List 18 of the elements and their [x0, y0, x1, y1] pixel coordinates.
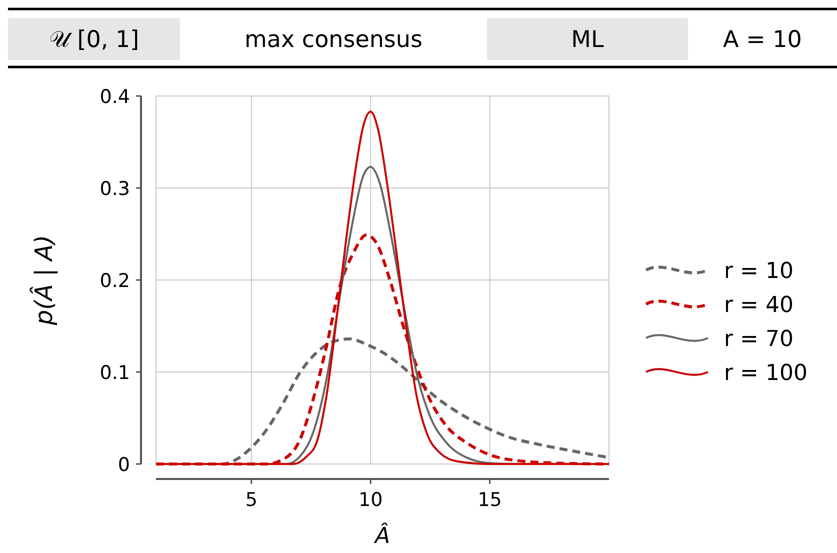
- text: A = 10: [723, 27, 802, 53]
- y-tick-label: 0.4: [100, 86, 130, 108]
- y-tick-label: 0.3: [100, 178, 130, 200]
- legend-label: r = 10: [724, 259, 794, 284]
- y-tick-label: 0.2: [100, 270, 130, 292]
- text: max consensus: [244, 27, 422, 53]
- text: 𝒰 [0, 1]: [48, 27, 140, 53]
- legend-label: r = 70: [724, 327, 794, 352]
- text: ML: [571, 27, 604, 53]
- x-tick-label: 5: [245, 489, 258, 511]
- legend-label: r = 100: [724, 361, 808, 386]
- x-axis-title: Â: [372, 522, 390, 549]
- x-tick-label: 10: [358, 489, 383, 511]
- y-axis-title: p(Â | A): [29, 234, 58, 326]
- legend-label: r = 40: [724, 293, 794, 318]
- x-tick-label: 15: [478, 489, 502, 511]
- y-tick-label: 0: [118, 454, 130, 476]
- y-tick-label: 0.1: [100, 362, 130, 384]
